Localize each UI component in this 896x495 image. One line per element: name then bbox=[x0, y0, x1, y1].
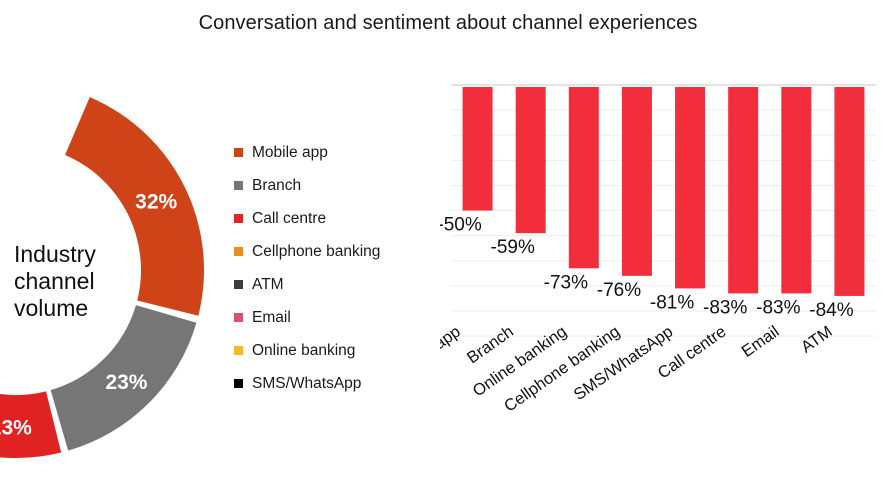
donut-center-label-line: Industry bbox=[14, 241, 96, 267]
donut-slice[interactable] bbox=[0, 389, 62, 458]
svg-text:Email: Email bbox=[738, 323, 782, 361]
bar[interactable] bbox=[568, 87, 599, 269]
bar-value-label: -73% bbox=[544, 272, 588, 293]
donut-center-label-line: volume bbox=[14, 294, 89, 321]
legend-item-label: Mobile app bbox=[252, 143, 328, 161]
legend-item[interactable]: Branch bbox=[234, 169, 424, 202]
donut-chart: 32%23%13%10%7%5%5%5% Industrychannelvolu… bbox=[0, 55, 230, 495]
bar-value-label: -83% bbox=[703, 297, 747, 318]
legend-item[interactable]: Mobile app bbox=[234, 136, 424, 169]
svg-text:Mobile app: Mobile app bbox=[440, 323, 464, 384]
bar-value-label: -84% bbox=[809, 300, 853, 321]
legend-item-label: Call centre bbox=[252, 209, 327, 227]
bar-value-label: -59% bbox=[491, 237, 535, 258]
donut-center-label: Industry channel volume bbox=[14, 241, 164, 322]
legend-item[interactable]: ATM bbox=[234, 268, 424, 301]
bar-chart: -50%Mobile app-59%Branch-73%Online banki… bbox=[440, 70, 896, 495]
donut-slice-label: 32% bbox=[135, 190, 177, 213]
legend-item[interactable]: SMS/WhatsApp bbox=[234, 367, 424, 400]
donut-chart-svg: 32%23%13%10%7%5%5%5% bbox=[0, 97, 204, 458]
x-axis-tick-label: ATM bbox=[798, 323, 836, 357]
bar-chart-svg: -50%Mobile app-59%Branch-73%Online banki… bbox=[440, 84, 876, 416]
legend-swatch-icon bbox=[234, 280, 243, 289]
donut-center-label-line: channel bbox=[14, 267, 95, 294]
bar-value-label: -50% bbox=[440, 215, 482, 236]
svg-text:ATM: ATM bbox=[798, 323, 836, 357]
legend-swatch-icon bbox=[234, 313, 243, 322]
bar[interactable] bbox=[515, 87, 546, 234]
bar[interactable] bbox=[621, 87, 652, 276]
bar[interactable] bbox=[728, 87, 759, 294]
donut-slice-label: 23% bbox=[105, 371, 147, 394]
donut-slice-label: 13% bbox=[0, 416, 32, 439]
legend-item-label: ATM bbox=[252, 275, 284, 293]
donut-slice[interactable] bbox=[50, 305, 197, 451]
legend-item[interactable]: Cellphone banking bbox=[234, 235, 424, 268]
bar[interactable] bbox=[781, 87, 812, 294]
donut-slice[interactable] bbox=[65, 97, 204, 316]
legend-item-label: Cellphone banking bbox=[252, 242, 381, 260]
bar[interactable] bbox=[675, 87, 706, 289]
legend-item[interactable]: Email bbox=[234, 301, 424, 334]
bar-value-label: -83% bbox=[756, 297, 800, 318]
bar-value-label: -81% bbox=[650, 292, 694, 313]
x-axis-tick-label: Mobile app bbox=[440, 323, 464, 384]
legend-swatch-icon bbox=[234, 148, 243, 157]
legend-swatch-icon bbox=[234, 181, 243, 190]
x-axis-tick-label: Email bbox=[738, 323, 782, 361]
legend-item[interactable]: Call centre bbox=[234, 202, 424, 235]
legend-item-label: Branch bbox=[252, 176, 302, 194]
bar[interactable] bbox=[834, 87, 865, 296]
legend-swatch-icon bbox=[234, 247, 243, 256]
legend-item-label: Online banking bbox=[252, 341, 356, 359]
bar-value-label: -76% bbox=[597, 280, 641, 301]
chart-legend: Mobile app Branch Call centre Cellphone ban… bbox=[234, 136, 424, 400]
legend-item[interactable]: Online banking bbox=[234, 334, 424, 367]
bar[interactable] bbox=[462, 87, 493, 211]
legend-swatch-icon bbox=[234, 346, 243, 355]
page-title: Conversation and sentiment about channel… bbox=[198, 12, 698, 34]
legend-swatch-icon bbox=[234, 214, 243, 223]
legend-swatch-icon bbox=[234, 379, 243, 388]
legend-item-label: SMS/WhatsApp bbox=[252, 374, 362, 392]
legend-item-label: Email bbox=[252, 308, 291, 326]
